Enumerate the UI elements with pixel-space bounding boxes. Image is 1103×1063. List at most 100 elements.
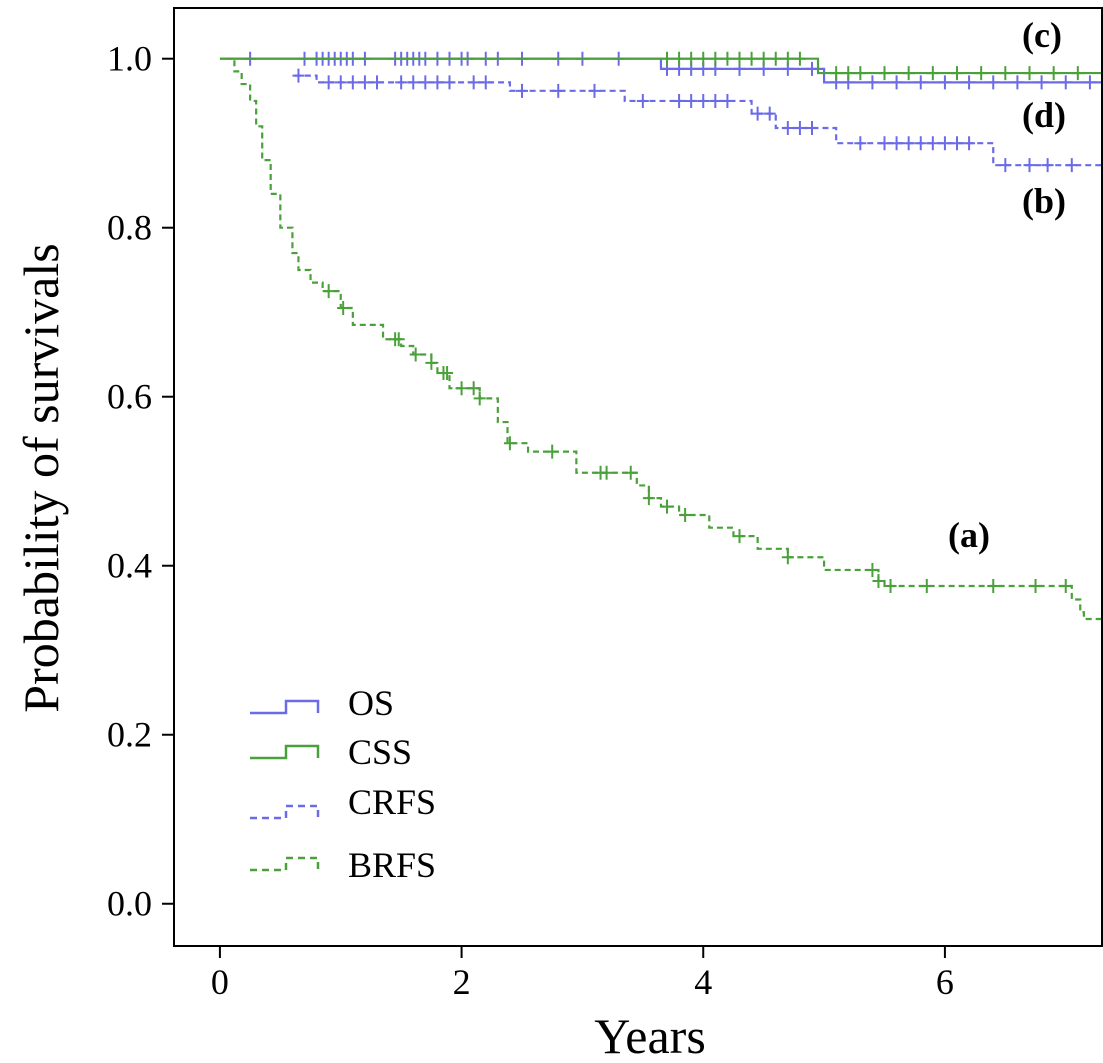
censor-mark-brfs [920, 579, 933, 594]
censor-mark-crfs [371, 75, 383, 90]
x-axis: 0 2 4 6 [211, 946, 954, 1002]
censor-mark-os [1059, 75, 1072, 90]
censor-mark-crfs [951, 136, 963, 151]
censor-mark-crfs [938, 136, 951, 151]
censor-mark-brfs [733, 529, 746, 544]
censor-mark-brfs [987, 579, 1000, 594]
censor-mark-brfs [409, 347, 422, 362]
y-tick-label: 0.4 [107, 546, 152, 586]
censor-mark-os [1035, 75, 1048, 90]
legend-os-line [250, 699, 320, 715]
censor-mark-crfs [322, 75, 335, 90]
censor-mark-brfs [467, 381, 480, 396]
censor-mark-css [745, 51, 758, 66]
x-tick-label: 4 [694, 962, 712, 1002]
censor-mark-os [866, 75, 879, 90]
y-axis: 0.0 0.2 0.4 0.6 0.8 1.0 [107, 39, 174, 924]
plot-layer [219, 51, 1102, 621]
censor-mark-crfs [292, 68, 305, 83]
y-tick-label: 0.6 [107, 377, 152, 417]
censor-mark-os [963, 75, 976, 90]
censor-mark-css [842, 66, 855, 81]
censor-mark-os [1083, 75, 1096, 90]
censor-mark-crfs [346, 75, 359, 90]
y-axis-title: Probability of survivals [13, 243, 69, 712]
censor-mark-os [938, 75, 951, 90]
censor-mark-brfs [503, 436, 516, 451]
censor-mark-crfs [1065, 158, 1078, 173]
censor-mark-crfs [479, 75, 492, 90]
legend-css-label: CSS [348, 732, 412, 772]
censor-mark-crfs [588, 83, 601, 98]
censor-mark-css [733, 51, 746, 66]
censor-mark-css [951, 66, 963, 81]
y-tick-label: 0.2 [107, 715, 152, 755]
censor-mark-css [793, 51, 806, 66]
censor-mark-brfs [441, 366, 454, 381]
censor-mark-crfs [1023, 158, 1036, 173]
censor-mark-css [1071, 66, 1084, 81]
annotation-a: (a) [948, 515, 990, 555]
censor-mark-css [830, 66, 843, 81]
legend-crfs-label: CRFS [348, 782, 436, 822]
series-crfs [292, 68, 1102, 173]
censor-mark-css [902, 66, 915, 81]
legend-brfs-label: BRFS [348, 845, 436, 885]
censor-mark-brfs [455, 381, 468, 396]
censor-mark-brfs [337, 300, 350, 315]
censor-mark-crfs [763, 106, 776, 121]
annotation-d: (d) [1022, 95, 1066, 135]
censor-mark-crfs [395, 75, 408, 90]
censor-mark-crfs [636, 93, 649, 108]
series-css [219, 51, 1102, 81]
series-line-crfs [294, 74, 1102, 167]
legend-brfs-line [250, 856, 320, 872]
censor-mark-crfs [673, 93, 686, 108]
censor-mark-os [806, 61, 818, 76]
censor-mark-crfs [914, 136, 927, 151]
censor-mark-css [673, 51, 686, 66]
censor-mark-brfs [1059, 579, 1072, 594]
censor-mark-crfs [1041, 158, 1054, 173]
censor-mark-brfs [425, 355, 438, 370]
censor-mark-crfs [854, 136, 867, 151]
censor-mark-crfs [552, 83, 565, 98]
censor-mark-css [697, 51, 710, 66]
censor-mark-css [757, 51, 770, 66]
censor-mark-crfs [963, 136, 976, 151]
censor-mark-crfs [793, 120, 806, 135]
y-tick-label: 0.0 [107, 884, 152, 924]
annotation-b: (b) [1022, 181, 1066, 221]
censor-mark-crfs [443, 75, 456, 90]
censor-mark-css [1047, 66, 1060, 81]
censor-mark-crfs [709, 93, 722, 108]
censor-mark-crfs [685, 93, 698, 108]
x-tick-label: 2 [453, 962, 471, 1002]
legend-crfs-line [250, 804, 320, 820]
x-tick-label: 0 [211, 962, 229, 1002]
censor-mark-os [1011, 75, 1024, 90]
series-brfs [225, 57, 1102, 621]
censor-mark-brfs [392, 332, 405, 347]
censor-mark-css [926, 66, 939, 81]
censor-mark-crfs [721, 93, 734, 108]
censor-mark-css [999, 66, 1012, 81]
censor-mark-brfs [884, 579, 897, 594]
censor-mark-crfs [419, 75, 432, 90]
y-tick-label: 1.0 [107, 39, 152, 79]
censor-mark-brfs [1029, 579, 1042, 594]
censor-mark-brfs [642, 491, 655, 506]
x-tick-label: 6 [936, 962, 954, 1002]
censor-mark-crfs [431, 75, 444, 90]
censor-mark-crfs [407, 75, 420, 90]
censor-mark-crfs [334, 75, 347, 90]
y-tick-label: 0.8 [107, 208, 152, 248]
censor-mark-os [914, 75, 927, 90]
censor-mark-brfs [546, 444, 559, 459]
censor-mark-css [781, 51, 794, 66]
censor-mark-css [721, 51, 734, 66]
x-axis-title: Years [594, 1008, 706, 1063]
censor-mark-crfs [806, 120, 818, 135]
censor-mark-css [709, 51, 722, 66]
